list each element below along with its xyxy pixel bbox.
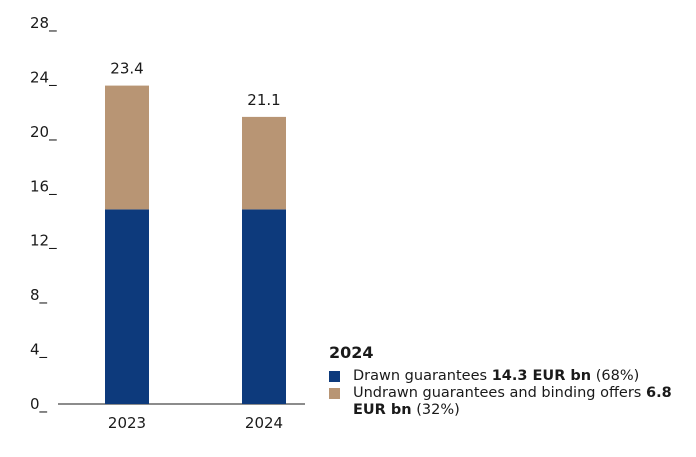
y-axis-ticks: 0_ 4_ 8_ 12_ 16_ 20_ 24_ 28_ [30,14,57,414]
bar-total-label: 21.1 [247,91,280,109]
bar-total-label: 23.4 [110,60,143,78]
legend-swatch-undrawn [329,388,340,399]
y-tick-label: 8_ [30,286,48,305]
bars [105,85,286,404]
y-tick-label: 12_ [30,232,57,251]
y-tick-label: 4_ [30,341,48,360]
x-tick-label: 2023 [108,414,146,432]
legend-value: 6.8 EUR bn [353,385,672,418]
x-axis-categories: 2023 2024 [108,414,283,432]
legend-prefix: Drawn guarantees [353,368,492,384]
legend: 2024 Drawn guarantees 14.3 EUR bn (68%) … [329,344,689,419]
legend-value: 14.3 EUR bn [491,368,592,384]
legend-suffix: (68%) [591,368,640,384]
legend-item-undrawn: Undrawn guarantees and binding offers 6.… [329,385,689,419]
legend-item-drawn: Drawn guarantees 14.3 EUR bn (68%) [329,368,689,385]
y-tick-label: 16_ [30,177,57,196]
legend-label-drawn: Drawn guarantees 14.3 EUR bn (68%) [353,368,639,385]
legend-swatch-drawn [329,371,340,382]
bar-segment-undrawn-2023 [105,85,149,210]
legend-title: 2024 [329,343,374,362]
legend-label-undrawn: Undrawn guarantees and binding offers 6.… [353,385,689,419]
y-tick-label: 28_ [30,14,57,33]
bar-segment-undrawn-2024 [242,116,286,210]
bar-segment-drawn-2023 [105,209,149,404]
bar-total-labels: 23.4 21.1 [110,60,280,109]
legend-prefix: Undrawn guarantees and binding offers [353,385,646,401]
x-tick-label: 2024 [245,414,283,432]
y-tick-label: 20_ [30,123,57,142]
legend-suffix: (32%) [411,402,460,418]
y-tick-label: 0_ [30,395,48,414]
bar-segment-drawn-2024 [242,209,286,404]
y-tick-label: 24_ [30,68,57,87]
